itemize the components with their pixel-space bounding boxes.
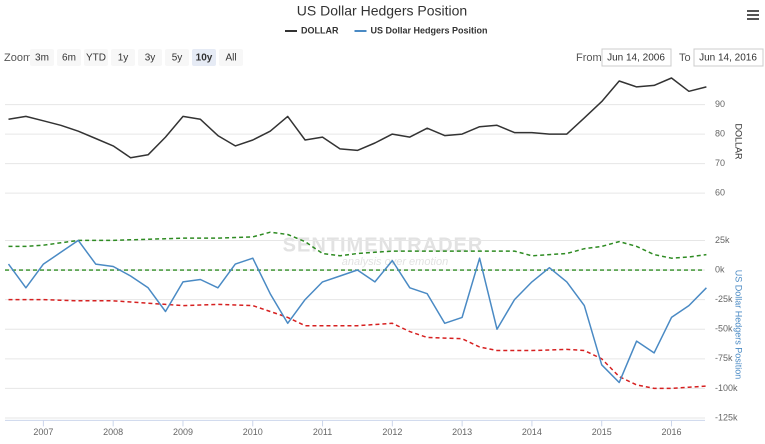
y-tick-label: -100k — [715, 383, 738, 393]
y-tick-label: 0k — [715, 264, 725, 274]
band-line — [8, 231, 707, 259]
zoom-button-label[interactable]: 3y — [145, 53, 156, 64]
x-tick-label: 2008 — [103, 427, 123, 437]
watermark-title: SENTIMENTRADER — [283, 234, 484, 256]
x-tick-label: 2015 — [592, 427, 612, 437]
from-label: From — [576, 52, 602, 64]
chart-title: US Dollar Hedgers Position — [297, 3, 467, 19]
y-tick-label: 60 — [715, 188, 725, 198]
x-tick-label: 2011 — [313, 427, 332, 437]
zoom-button[interactable] — [57, 49, 81, 66]
y-axis-title: DOLLAR — [734, 123, 744, 160]
zoom-button-label[interactable]: YTD — [86, 53, 106, 64]
zoom-button[interactable] — [30, 49, 54, 66]
series-line — [7, 239, 707, 384]
y-tick-label: 25k — [715, 235, 730, 245]
x-tick-label: 2007 — [33, 427, 53, 437]
zoom-button-label[interactable]: 3m — [35, 53, 49, 64]
series-line — [8, 77, 707, 159]
zoom-button[interactable] — [219, 49, 243, 66]
zoom-button[interactable] — [165, 49, 189, 66]
zoom-label: Zoom — [4, 52, 32, 64]
x-tick-label: 2014 — [522, 427, 542, 437]
y-tick-label: -25k — [715, 294, 733, 304]
legend-label[interactable]: US Dollar Hedgers Position — [371, 25, 488, 35]
y-tick-label: -75k — [715, 353, 733, 363]
zoom-button[interactable] — [138, 49, 162, 66]
zoom-button-label[interactable]: All — [225, 53, 236, 64]
y-tick-label: -50k — [715, 324, 733, 334]
y-tick-label: 90 — [715, 99, 725, 109]
zoom-button-label[interactable]: 1y — [118, 53, 129, 64]
x-tick-label: 2012 — [382, 427, 402, 437]
x-tick-label: 2016 — [661, 427, 681, 437]
to-label: To — [679, 52, 691, 64]
to-input[interactable] — [693, 48, 764, 67]
from-value[interactable]: Jun 14, 2006 — [607, 53, 665, 64]
menu-button[interactable] — [745, 8, 761, 22]
zoom-button-label[interactable]: 10y — [196, 53, 213, 64]
zoom-button[interactable] — [192, 49, 216, 66]
zoom-button[interactable] — [111, 49, 135, 66]
zoom-button-label[interactable]: 6m — [62, 53, 76, 64]
zoom-button[interactable] — [84, 49, 108, 66]
legend-label[interactable]: DOLLAR — [301, 25, 339, 35]
zoom-button-label[interactable]: 5y — [172, 53, 183, 64]
x-tick-label: 2013 — [452, 427, 472, 437]
to-value[interactable]: Jun 14, 2016 — [699, 53, 757, 64]
x-tick-label: 2010 — [243, 427, 263, 437]
y-axis-title: US Dollar Hedgers Position — [734, 270, 744, 380]
y-tick-label: -125k — [715, 412, 738, 422]
x-tick-label: 2009 — [173, 427, 193, 437]
y-tick-label: 80 — [715, 128, 725, 138]
band-line — [8, 298, 707, 390]
from-input[interactable] — [601, 48, 672, 67]
watermark-subtitle: analysis over emotion — [342, 256, 448, 268]
y-tick-label: 70 — [715, 158, 725, 168]
